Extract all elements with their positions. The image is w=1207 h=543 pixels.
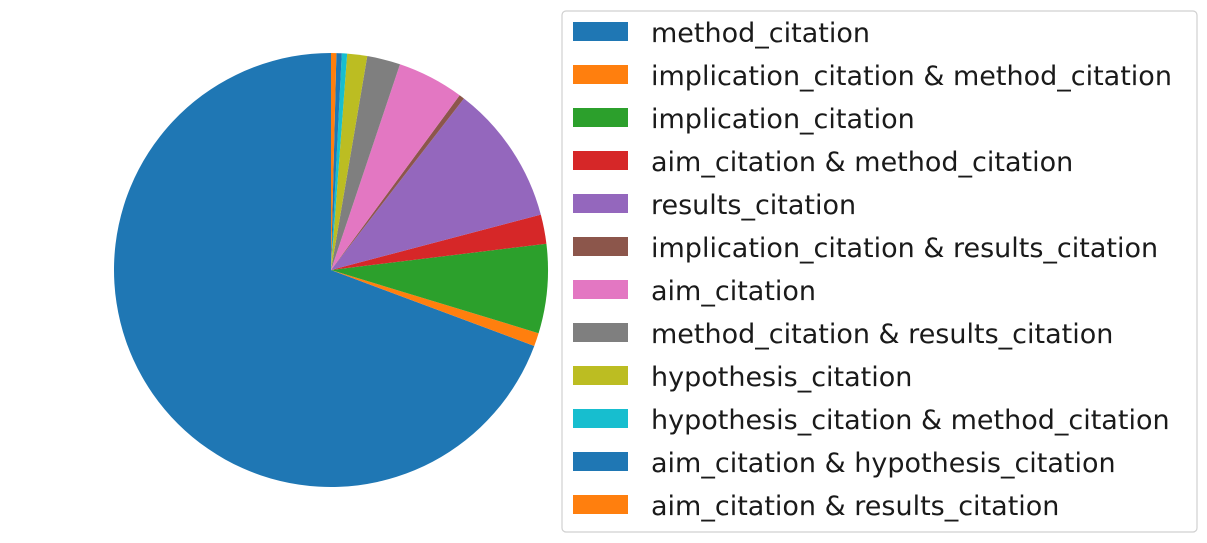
pie-slice [331,214,547,270]
pie-slice [113,53,535,487]
pie-slice [331,53,348,270]
legend-swatch [573,194,628,213]
legend-swatch [573,22,628,41]
legend-swatch [573,65,628,84]
pie-slice [331,53,368,270]
legend-swatch [573,151,628,170]
legend-swatch [573,452,628,471]
legend-item: implication_citation & method_citation [573,61,1172,92]
legend-item: aim_citation & method_citation [573,147,1073,178]
legend-item: hypothesis_citation & method_citation [573,405,1170,436]
legend-label: hypothesis_citation [651,362,912,393]
pie-slice [331,98,541,270]
legend-label: implication_citation [651,104,915,135]
legend-swatch [573,108,628,127]
pie-slice [331,270,539,346]
legend-label: method_citation [651,18,870,49]
legend-swatch [573,409,628,428]
legend-frame [561,10,1198,533]
legend-label: aim_citation & results_citation [651,491,1059,522]
pie-slice [331,95,464,271]
legend-item: results_citation [573,190,856,221]
legend-swatch [573,323,628,342]
pie-slices [113,53,549,487]
pie-slice [331,53,337,270]
pie-slice [331,64,460,270]
legend: method_citation implication_citation & me… [561,10,1198,533]
legend-swatch [573,280,628,299]
legend-swatch [573,237,628,256]
legend-label: hypothesis_citation & method_citation [651,405,1170,436]
pie-slice [331,53,342,270]
legend-label: implication_citation & method_citation [651,61,1172,92]
legend-item: method_citation [573,18,870,49]
legend-label: method_citation & results_citation [651,319,1113,350]
legend-swatch [573,495,628,514]
legend-label: aim_citation & hypothesis_citation [651,448,1116,479]
legend-label: results_citation [651,190,856,221]
legend-item: hypothesis_citation [573,362,912,393]
pie-slice [331,243,549,334]
legend-label: aim_citation & method_citation [651,147,1073,178]
legend-item: aim_citation & results_citation [573,491,1059,522]
legend-item: implication_citation [573,104,915,135]
legend-item: aim_citation & hypothesis_citation [573,448,1116,479]
legend-item: implication_citation & results_citation [573,233,1158,264]
legend-item: aim_citation [573,276,816,307]
legend-swatch [573,366,628,385]
legend-label: implication_citation & results_citation [651,233,1158,264]
legend-label: aim_citation [651,276,816,307]
pie-slice [331,56,400,270]
legend-item: method_citation & results_citation [573,319,1113,350]
